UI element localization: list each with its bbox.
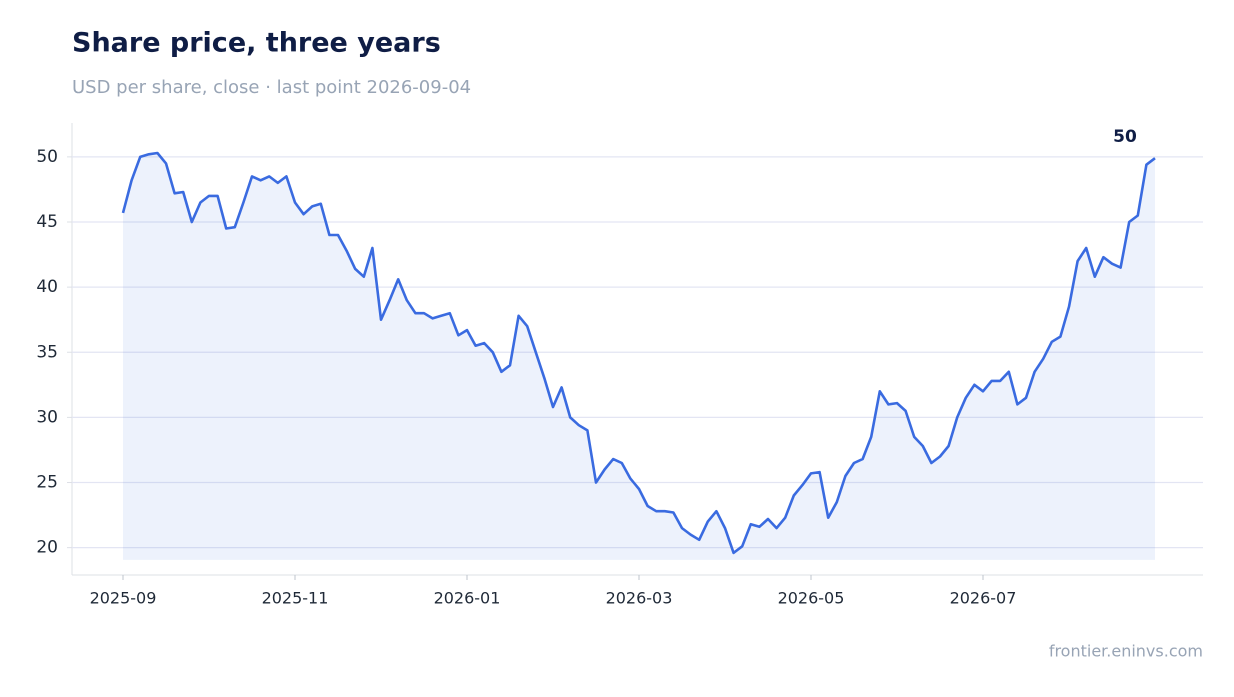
y-tick-label: 20: [36, 538, 58, 558]
y-tick-label: 25: [36, 473, 58, 493]
y-tick-label: 40: [36, 277, 58, 297]
source: frontier.eninvs.com: [1049, 642, 1203, 661]
x-tick-label: 2026-07: [950, 589, 1017, 608]
x-tick-label: 2025-11: [262, 589, 329, 608]
y-tick-label: 45: [36, 212, 58, 232]
value-label: 50: [1113, 127, 1137, 147]
chart-subtitle: USD per share, close · last point 2026-0…: [72, 77, 471, 98]
y-tick-label: 35: [36, 342, 58, 362]
x-tick-label: 2025-09: [90, 589, 157, 608]
line: [121, 151, 1156, 555]
x-tick-label: 2026-05: [778, 589, 845, 608]
chart-title: Share price, three years: [72, 28, 441, 59]
x-tick-label: 2026-01: [434, 589, 501, 608]
y-tick-label: 30: [36, 407, 58, 427]
y-tick-label: 50: [36, 147, 58, 167]
area: [123, 153, 1155, 560]
x-tick-label: 2026-03: [606, 589, 673, 608]
